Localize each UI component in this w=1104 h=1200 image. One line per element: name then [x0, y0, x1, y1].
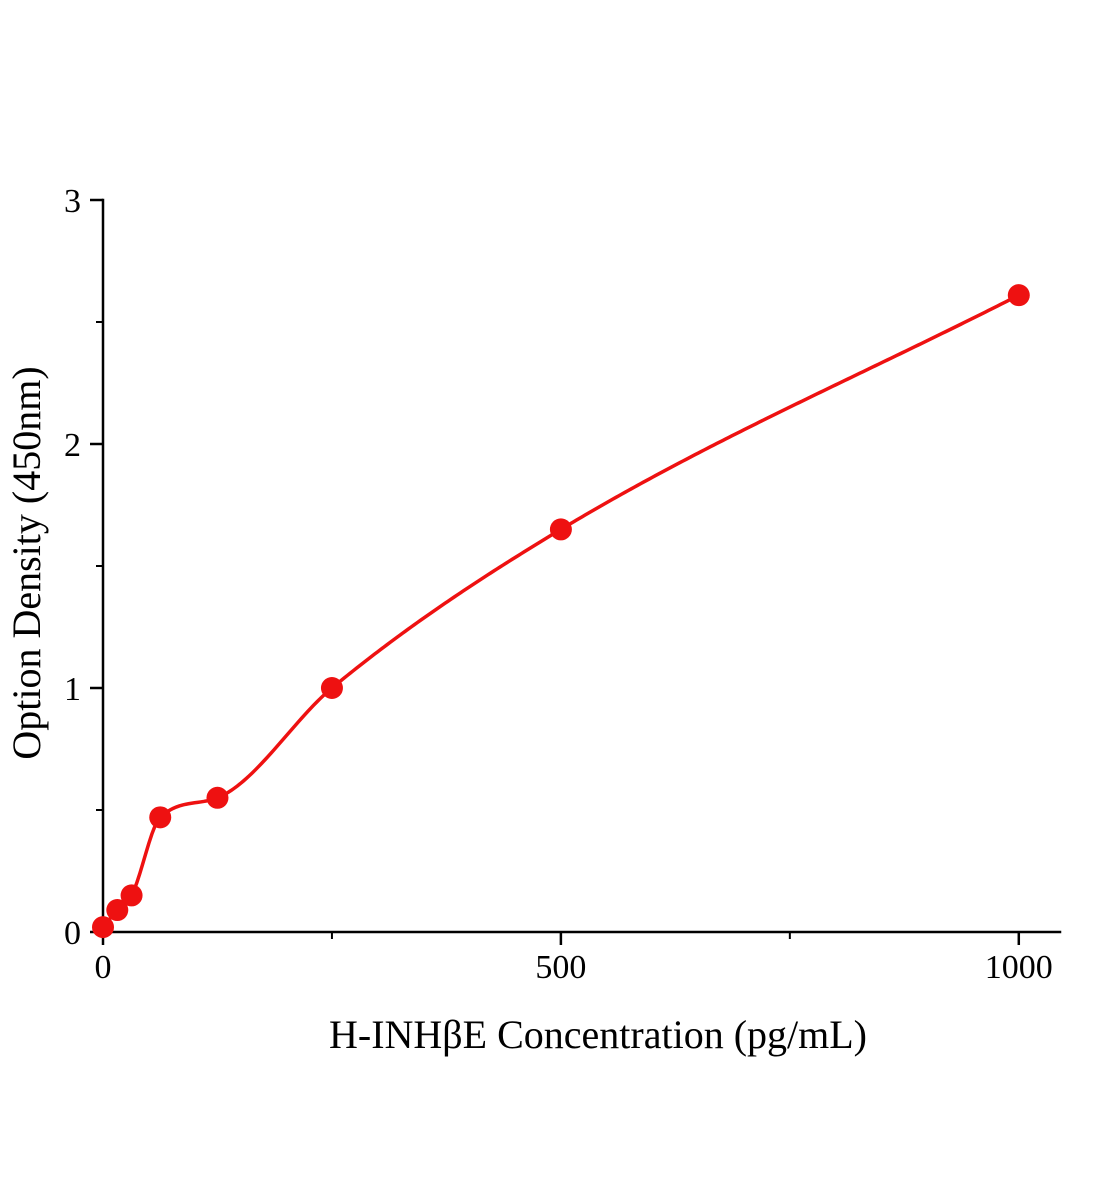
- data-point: [149, 806, 172, 829]
- data-point: [549, 518, 572, 541]
- x-axis-title: H-INHβE Concentration (pg/mL): [329, 1012, 867, 1057]
- data-point: [320, 677, 343, 699]
- plot-area: 0 500 1000 0 1 2 3: [64, 183, 1062, 986]
- data-point: [206, 786, 229, 809]
- data-point: [92, 916, 114, 939]
- x-tick-label: 0: [95, 949, 112, 986]
- fitted-curve: [101, 293, 1021, 929]
- y-axis-title: Option Density (450nm): [4, 366, 49, 759]
- data-point: [1007, 284, 1030, 307]
- x-tick-label: 1000: [985, 949, 1053, 986]
- y-tick-label: 2: [64, 427, 81, 464]
- data-point: [120, 884, 143, 907]
- x-tick-label: 500: [535, 949, 586, 986]
- y-tick-label: 0: [64, 915, 81, 952]
- y-tick-label: 3: [64, 183, 81, 220]
- data-point: [106, 899, 129, 922]
- y-tick-label: 1: [64, 671, 81, 708]
